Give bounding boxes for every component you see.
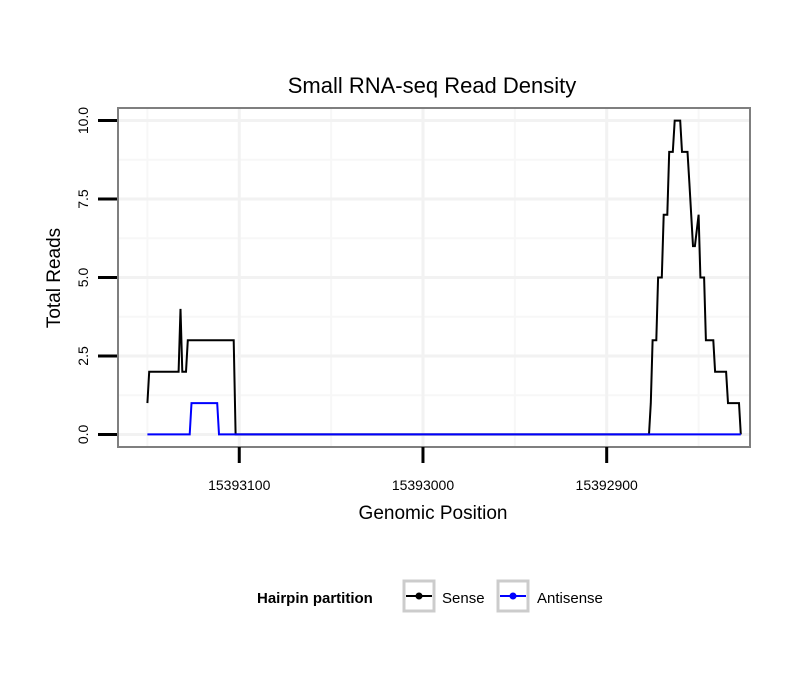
- legend-label-sense: Sense: [442, 590, 485, 607]
- legend-item-antisense: Antisense: [496, 579, 603, 613]
- chart-title: Small RNA-seq Read Density: [288, 73, 577, 98]
- y-tick-label-3: 7.5: [75, 189, 91, 209]
- legend-item-sense: Sense: [402, 579, 485, 613]
- series-layer: [146, 119, 742, 436]
- legend-point-antisense: [509, 592, 517, 600]
- x-tick-label-0: 15393100: [208, 477, 271, 493]
- y-axis: 0.0 2.5 5.0 7.5 10.0: [75, 107, 117, 444]
- legend: Hairpin partition Sense Antisense: [257, 579, 603, 613]
- series-line-sense: [146, 119, 742, 436]
- y-tick-label-1: 2.5: [75, 346, 91, 366]
- x-tick-label-1: 15393000: [392, 477, 455, 493]
- y-tick-label-2: 5.0: [75, 268, 91, 288]
- y-axis-label: Total Reads: [44, 228, 65, 328]
- grid: [118, 108, 750, 447]
- plot-panel-border: [117, 107, 751, 448]
- legend-point-sense: [415, 592, 423, 600]
- x-axis: 15393100 15393000 15392900: [208, 447, 638, 493]
- x-tick-label-2: 15392900: [576, 477, 639, 493]
- y-tick-label-4: 10.0: [75, 107, 91, 134]
- x-axis-label: Genomic Position: [359, 503, 508, 524]
- legend-title: Hairpin partition: [257, 590, 373, 607]
- series-line-antisense: [147, 402, 741, 436]
- y-tick-label-0: 0.0: [75, 425, 91, 445]
- legend-label-antisense: Antisense: [537, 590, 603, 607]
